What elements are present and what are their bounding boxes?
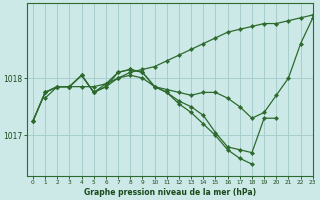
X-axis label: Graphe pression niveau de la mer (hPa): Graphe pression niveau de la mer (hPa) bbox=[84, 188, 256, 197]
